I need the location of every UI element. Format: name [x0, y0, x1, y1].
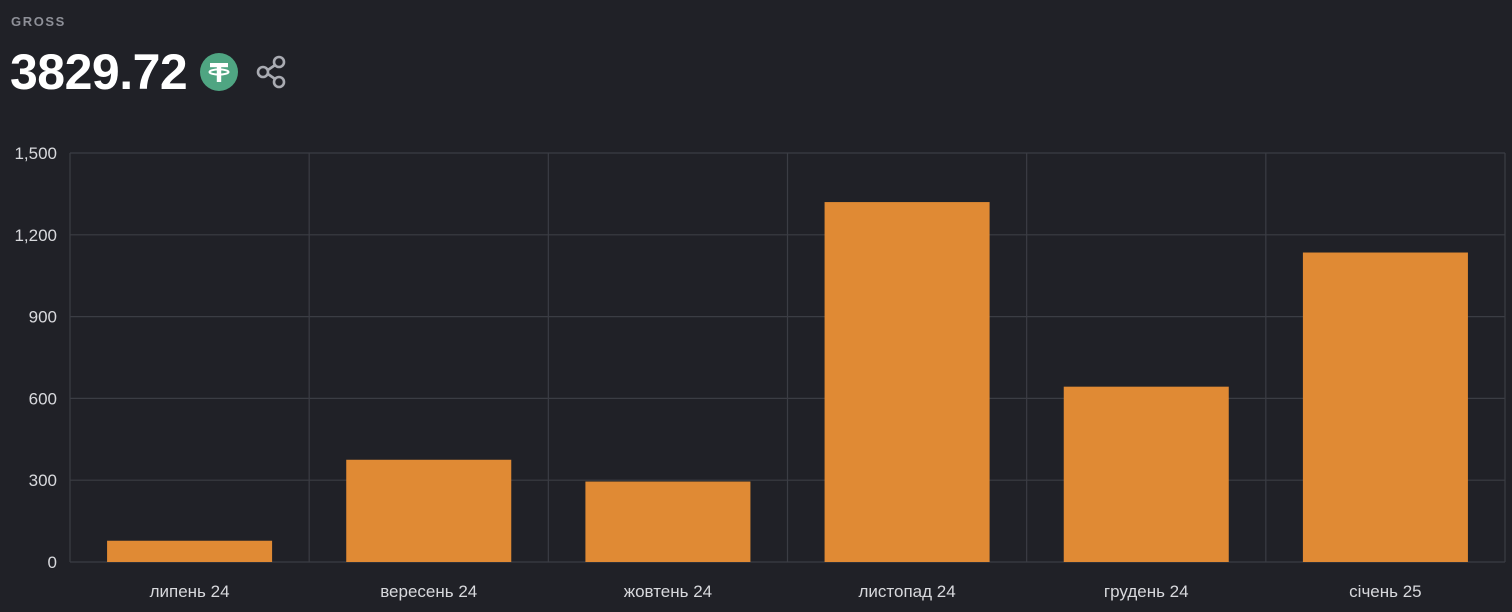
x-tick-label: листопад 24	[858, 582, 955, 601]
bar[interactable]	[1302, 252, 1468, 563]
bar[interactable]	[346, 459, 512, 562]
x-axis-labels: липень 24 вересень 24 жовтень 24 листопад 2…	[150, 582, 1422, 601]
gross-label: GROSS	[11, 14, 66, 29]
gross-amount: 3829.72	[10, 44, 188, 100]
bar[interactable]	[824, 202, 990, 562]
bars	[107, 202, 1468, 563]
share-icon[interactable]	[251, 52, 291, 92]
x-tick-label: жовтень 24	[624, 582, 712, 601]
y-tick-label: 600	[29, 389, 57, 408]
x-tick-label: грудень 24	[1104, 582, 1189, 601]
bar[interactable]	[1063, 386, 1229, 562]
y-tick-label: 0	[48, 553, 57, 572]
y-tick-label: 1,200	[14, 226, 57, 245]
y-tick-label: 300	[29, 471, 57, 490]
bar[interactable]	[107, 540, 273, 562]
x-tick-label: липень 24	[150, 582, 230, 601]
x-tick-label: січень 25	[1349, 582, 1421, 601]
grid-lines	[69, 152, 1506, 563]
y-tick-label: 900	[29, 308, 57, 327]
tether-usdt-icon	[200, 53, 239, 91]
bar[interactable]	[585, 481, 751, 562]
x-tick-label: вересень 24	[380, 582, 477, 601]
amount-row: 3829.72	[10, 44, 291, 100]
y-axis-labels: 0 300 600 900 1,200 1,500	[14, 144, 57, 572]
y-tick-label: 1,500	[14, 144, 57, 163]
